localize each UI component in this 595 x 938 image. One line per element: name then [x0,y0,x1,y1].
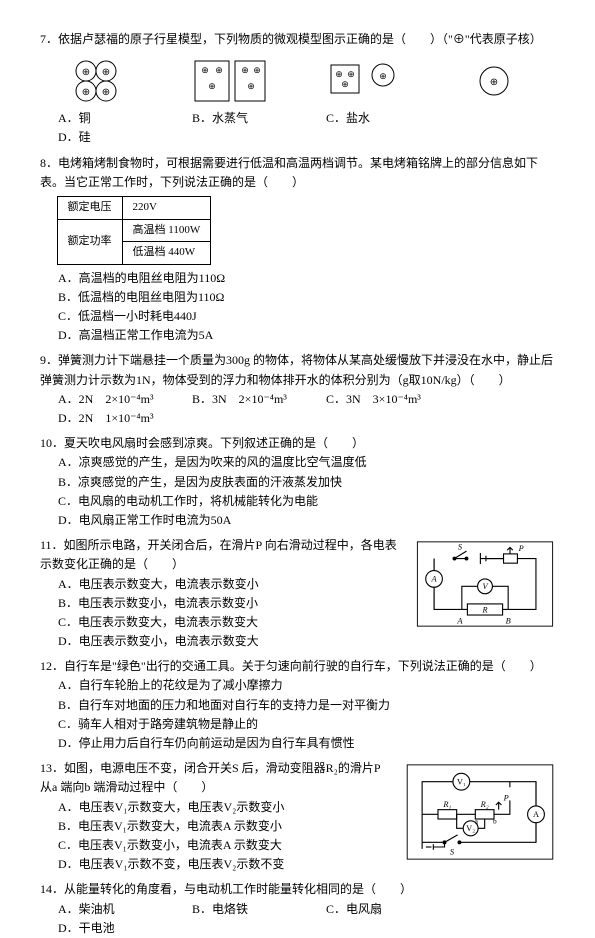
svg-text:B: B [506,617,511,626]
q9-opt-a: A．2N 2×10⁻⁴m³ [58,390,168,409]
svg-text:⊕: ⊕ [379,71,387,81]
q8-options: A．高温档的电阻丝电阻为110Ω B．低温档的电阻丝电阻为110Ω C．低温档一… [58,269,555,346]
svg-text:R₂: R₂ [480,800,489,809]
q9-opt-c: C．3N 3×10⁻⁴m³ [326,390,436,409]
svg-text:A: A [431,575,438,584]
q7-diagram-b: ⊕ ⊕ ⊕ ⊕ ⊕ ⊕ [187,55,272,107]
q8-opt-c: C．低温档一小时耗电440J [58,307,555,326]
svg-text:⊕: ⊕ [101,87,109,98]
q12-opt-c: C．骑车人相对于路旁建筑物是静止的 [58,715,555,734]
svg-text:A: A [456,617,463,626]
q8-table-cell: 低温档 440W [122,242,211,265]
svg-text:⊕: ⊕ [208,81,216,91]
q14-options: A．柴油机 B．电烙铁 C．电风扇 D．干电池 [58,900,555,938]
svg-text:A: A [533,810,539,819]
question-8: 8．电烤箱烤制食物时，可根据需要进行低温和高温两档调节。某电烤箱铭牌上的部分信息… [40,154,555,346]
q12-opt-d: D．停止用力后自行车仍向前运动是因为自行车具有惯性 [58,734,555,753]
q8-table: 额定电压 220V 额定功率 高温档 1100W 低温档 440W [57,196,212,265]
q14-opt-a: A．柴油机 [58,900,168,919]
q7-opt-b: B．水蒸气 [192,109,302,128]
q13-figure: V₁ V₂ A R₁ R₂ P S a b [405,763,555,861]
q11-figure: A V R A B S P [415,540,555,628]
svg-text:⊕: ⊕ [81,87,89,98]
q7-opt-d: D．硅 [58,128,168,147]
svg-text:⊕: ⊕ [215,65,223,75]
question-7: 7．依据卢瑟福的原子行星模型，下列物质的微观模型图示正确的是（ ）（"⊕"代表原… [40,30,555,148]
q9-options: A．2N 2×10⁻⁴m³ B．3N 2×10⁻⁴m³ C．3N 3×10⁻⁴m… [58,390,555,428]
q10-opt-d: D．电风扇正常工作时电流为50A [58,511,555,530]
svg-text:⊕: ⊕ [81,67,89,78]
svg-text:⊕: ⊕ [347,69,355,79]
svg-text:⊕: ⊕ [101,67,109,78]
q9-stem: 9．弹簧测力计下端悬挂一个质量为300g 的物体，将物体从某高处缓慢放下并浸没在… [40,351,555,389]
svg-text:⊕: ⊕ [335,69,343,79]
question-10: 10．夏天吹电风扇时会感到凉爽。下列叙述正确的是（ ） A．凉爽感觉的产生，是因… [40,434,555,530]
q8-opt-d: D．高温档正常工作电流为5A [58,326,555,345]
q10-options: A．凉爽感觉的产生，是因为吹来的风的温度比空气温度低 B．凉爽感觉的产生，是因为… [58,453,555,530]
svg-text:⊕: ⊕ [253,65,261,75]
q10-opt-a: A．凉爽感觉的产生，是因为吹来的风的温度比空气温度低 [58,453,555,472]
q8-table-cell: 额定功率 [57,219,122,264]
q8-opt-b: B．低温档的电阻丝电阻为110Ω [58,288,555,307]
svg-text:V₁: V₁ [457,778,466,787]
svg-text:P: P [518,544,524,553]
q12-options: A．自行车轮胎上的花纹是为了减小摩擦力 B．自行车对地面的压力和地面对自行车的支… [58,676,555,753]
q8-table-cell: 220V [122,196,211,219]
svg-text:P: P [503,794,509,803]
question-14: 14．从能量转化的角度看，与电动机工作时能量转化相同的是（ ） A．柴油机 B．… [40,880,555,938]
q7-opt-c: C．盐水 [326,109,436,128]
q12-opt-b: B．自行车对地面的压力和地面对自行车的支持力是一对平衡力 [58,696,555,715]
svg-text:⊕: ⊕ [201,65,209,75]
q11-opt-d: D．电压表示数变小，电流表示数变大 [58,632,555,651]
q7-opt-a: A．铜 [58,109,168,128]
q9-opt-d: D．2N 1×10⁻⁴m³ [58,409,168,428]
q10-stem: 10．夏天吹电风扇时会感到凉爽。下列叙述正确的是（ ） [40,434,555,453]
svg-text:b: b [493,817,497,826]
q8-table-cell: 高温档 1100W [122,219,211,242]
q8-table-cell: 额定电压 [57,196,122,219]
q7-diagram-d: ⊕ [459,55,529,107]
q14-opt-d: D．干电池 [58,919,168,938]
svg-text:R: R [481,605,487,614]
question-9: 9．弹簧测力计下端悬挂一个质量为300g 的物体，将物体从某高处缓慢放下并浸没在… [40,351,555,428]
q10-opt-b: B．凉爽感觉的产生，是因为皮肤表面的汗液蒸发加快 [58,473,555,492]
svg-text:⊕: ⊕ [247,81,255,91]
q7-options: A．铜 B．水蒸气 C．盐水 D．硅 [58,109,555,147]
q12-opt-a: A．自行车轮胎上的花纹是为了减小摩擦力 [58,676,555,695]
q8-stem: 8．电烤箱烤制食物时，可根据需要进行低温和高温两档调节。某电烤箱铭牌上的部分信息… [40,154,555,192]
q14-opt-c: C．电风扇 [326,900,436,919]
svg-text:⊕: ⊕ [490,77,498,88]
q9-opt-b: B．3N 2×10⁻⁴m³ [192,390,302,409]
question-13: V₁ V₂ A R₁ R₂ P S a b 13．如图，电源电压不变，闭合开关S… [40,759,555,874]
q10-opt-c: C．电风扇的电动机工作时，将机械能转化为电能 [58,492,555,511]
question-11: A V R A B S P 11．如图所示电路，开关闭合后，在滑片P 向右滑动过… [40,536,555,651]
q14-opt-b: B．电烙铁 [192,900,302,919]
q7-diagram-c: ⊕⊕ ⊕ ⊕ [323,55,408,107]
q8-opt-a: A．高温档的电阻丝电阻为110Ω [58,269,555,288]
q7-stem: 7．依据卢瑟福的原子行星模型，下列物质的微观模型图示正确的是（ ）（"⊕"代表原… [40,30,555,49]
q12-stem: 12．自行车是"绿色"出行的交通工具。关于匀速向前行驶的自行车，下列说法正确的是… [40,657,555,676]
svg-text:R₁: R₁ [442,800,451,809]
q7-diagram-a: ⊕ ⊕ ⊕ ⊕ [66,55,136,107]
svg-text:⊕: ⊕ [341,79,349,89]
question-12: 12．自行车是"绿色"出行的交通工具。关于匀速向前行驶的自行车，下列说法正确的是… [40,657,555,753]
svg-text:⊕: ⊕ [241,65,249,75]
q14-stem: 14．从能量转化的角度看，与电动机工作时能量转化相同的是（ ） [40,880,555,899]
